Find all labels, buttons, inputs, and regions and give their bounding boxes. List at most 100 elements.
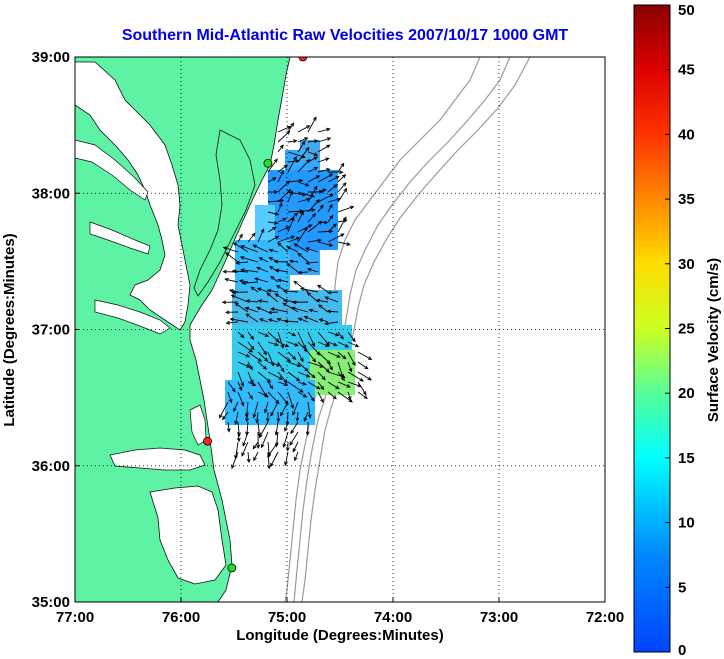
velocity-arrow bbox=[297, 181, 310, 187]
velocity-arrow bbox=[308, 308, 319, 313]
velocity-arrow bbox=[274, 421, 279, 436]
velocity-arrow bbox=[240, 268, 259, 273]
lat-tick-label: 38:00 bbox=[32, 185, 70, 202]
x-axis-label: Longitude (Degrees:Minutes) bbox=[236, 627, 444, 644]
velocity-arrow bbox=[267, 198, 285, 203]
velocity-arrow bbox=[237, 341, 254, 353]
velocity-arrow bbox=[297, 381, 307, 386]
colorbar-label: Surface Velocity (cm/s) bbox=[705, 258, 722, 422]
velocity-arrow bbox=[307, 238, 322, 243]
velocity-arrow bbox=[317, 188, 327, 193]
velocity-arrow bbox=[317, 193, 334, 203]
velocity-arrow bbox=[284, 421, 289, 432]
lat-tick-label: 39:00 bbox=[32, 49, 70, 66]
velocity-arrow bbox=[277, 144, 284, 153]
velocity-arrow bbox=[297, 361, 309, 372]
velocity-arrow bbox=[267, 158, 278, 173]
velocity-arrow bbox=[257, 341, 267, 356]
velocity-arrow bbox=[347, 371, 364, 382]
velocity-arrow bbox=[241, 281, 259, 286]
velocity-arrow bbox=[287, 391, 295, 410]
velocity-arrow bbox=[225, 320, 239, 325]
velocity-arrow bbox=[270, 451, 279, 468]
velocity-arrow bbox=[297, 331, 306, 350]
map-grid bbox=[75, 57, 605, 602]
velocity-arrow bbox=[267, 235, 280, 243]
velocity-arrow bbox=[297, 252, 309, 263]
velocity-arrow bbox=[318, 304, 329, 313]
velocity-arrow bbox=[255, 411, 260, 424]
velocity-arrow bbox=[337, 331, 344, 340]
velocity-arrow bbox=[297, 371, 311, 378]
velocity-arrow bbox=[357, 361, 369, 370]
velocity-arrow bbox=[317, 127, 331, 133]
velocity-arrow bbox=[228, 288, 239, 293]
velocity-arrow bbox=[297, 351, 304, 363]
rappahannock-river bbox=[89, 221, 151, 255]
velocity-arrow bbox=[307, 220, 323, 233]
velocity-arrow bbox=[307, 213, 317, 223]
velocity-arrow bbox=[326, 290, 339, 295]
velocity-arrow bbox=[237, 391, 245, 407]
velocity-arrow bbox=[235, 260, 249, 265]
velocity-arrow bbox=[327, 223, 338, 233]
velocity-arrow bbox=[277, 371, 288, 384]
velocity-arrow bbox=[307, 175, 321, 183]
velocity-arrow bbox=[245, 411, 250, 423]
velocity-arrow bbox=[265, 411, 270, 423]
velocity-arrow bbox=[290, 306, 309, 313]
velocity-arrow bbox=[258, 257, 269, 263]
velocity-arrow bbox=[227, 381, 236, 393]
velocity-arrow bbox=[283, 298, 299, 303]
colorbar-tick-label: 40 bbox=[678, 126, 695, 143]
velocity-arrow bbox=[297, 341, 309, 353]
radar-sites bbox=[203, 57, 308, 573]
velocity-arrow bbox=[337, 351, 347, 360]
velocity-arrow bbox=[280, 401, 289, 417]
colorbar-tick-label: 45 bbox=[678, 62, 695, 79]
velocity-arrow bbox=[282, 289, 299, 294]
velocity-arrow bbox=[234, 411, 239, 426]
velocity-arrow bbox=[241, 441, 249, 457]
lon-tick-label: 76:00 bbox=[162, 609, 200, 626]
velocity-arrow bbox=[267, 318, 279, 323]
velocity-arrow bbox=[277, 235, 296, 243]
lon-tick-label: 74:00 bbox=[374, 609, 412, 626]
velocity-arrow bbox=[247, 341, 255, 351]
velocity-arrow bbox=[317, 137, 332, 143]
velocity-arrow bbox=[247, 351, 263, 362]
velocity-arrow bbox=[307, 351, 317, 363]
velocity-arrow bbox=[252, 441, 259, 450]
velocity-arrow bbox=[277, 202, 283, 213]
velocity-arrow bbox=[317, 391, 324, 404]
velocity-arrow bbox=[337, 391, 353, 403]
velocity-arrow bbox=[267, 331, 280, 343]
velocity-arrow bbox=[239, 256, 259, 263]
map-title: Southern Mid-Atlantic Raw Velocities 200… bbox=[122, 27, 569, 44]
velocity-arrow bbox=[307, 331, 315, 348]
velocity-arrow bbox=[256, 266, 269, 273]
velocity-arrow bbox=[221, 300, 239, 305]
velocity-arrow bbox=[307, 151, 319, 157]
velocity-arrow bbox=[287, 212, 299, 223]
velocity-arrow bbox=[307, 371, 316, 379]
velocity-arrow bbox=[357, 381, 367, 396]
velocity-arrow bbox=[295, 411, 300, 423]
velocity-arrow bbox=[318, 318, 329, 323]
velocity-arrow bbox=[277, 125, 292, 133]
velocity-arrow bbox=[256, 306, 269, 313]
velocity-arrow bbox=[247, 361, 253, 371]
velocity-arrow bbox=[347, 331, 356, 343]
velocity-arrow bbox=[287, 155, 297, 173]
velocity-arrow bbox=[250, 286, 259, 293]
velocity-arrow bbox=[357, 391, 368, 400]
velocity-arrow bbox=[288, 259, 299, 264]
velocity-arrow bbox=[247, 391, 253, 400]
velocity-arrow bbox=[297, 210, 304, 223]
velocity-arrow bbox=[267, 381, 274, 390]
velocity-arrow bbox=[277, 242, 289, 253]
colorbar-tick-label: 50 bbox=[678, 2, 695, 19]
velocity-arrow bbox=[317, 144, 331, 153]
velocity-arrow bbox=[286, 262, 299, 273]
velocity-arrow bbox=[246, 451, 251, 464]
